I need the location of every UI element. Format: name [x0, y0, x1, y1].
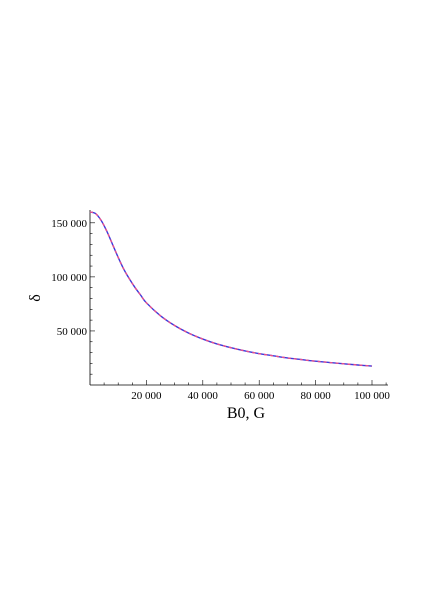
series-line-1 [89, 211, 373, 367]
axes [89, 210, 388, 386]
x-tick-label: 60 000 [244, 390, 275, 402]
x-tick-label: 40 000 [188, 390, 219, 402]
x-tick-label: 20 000 [131, 390, 162, 402]
tick-labels: 20 000 40 000 60 000 80 000 100 000 50 000 100… [51, 218, 390, 402]
x-axis-label: B0, G [227, 405, 266, 422]
y-axis-label: δ [27, 294, 44, 302]
ticks [90, 211, 387, 385]
y-tick-label: 150 000 [51, 218, 87, 230]
x-tick-label: 80 000 [300, 390, 331, 402]
x-tick-label: 100 000 [354, 390, 390, 402]
series-group [89, 211, 373, 367]
y-tick-label: 50 000 [57, 326, 88, 338]
y-tick-label: 100 000 [51, 272, 87, 284]
series-line-2 [89, 211, 373, 367]
